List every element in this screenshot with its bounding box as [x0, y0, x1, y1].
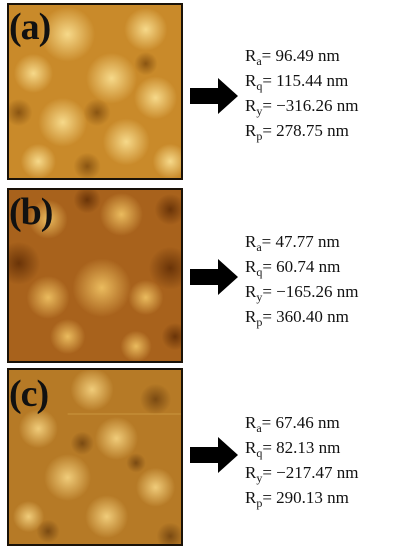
roughness-parameters: Ra= 96.49 nm Rq= 115.44 nm Ry= −316.26 n… [245, 43, 359, 143]
panel-c: (c) Ra= 67.46 nm Rq= 82.13 nm Ry= −217.4… [0, 367, 402, 550]
arrow-right-icon [190, 437, 238, 473]
param-ra: Ra= 47.77 nm [245, 232, 340, 254]
param-ry: Ry= −165.26 nm [245, 282, 359, 304]
param-ra: Ra= 96.49 nm [245, 46, 340, 68]
param-rp: Rp= 278.75 nm [245, 121, 349, 143]
param-rp: Rp= 360.40 nm [245, 307, 349, 329]
arrow-right-icon [190, 78, 238, 114]
panel-label: (a) [9, 6, 51, 48]
roughness-parameters: Ra= 47.77 nm Rq= 60.74 nm Ry= −165.26 nm… [245, 229, 359, 329]
param-rq: Rq= 115.44 nm [245, 71, 349, 93]
afm-topography-b [9, 190, 181, 361]
roughness-parameters: Ra= 67.46 nm Rq= 82.13 nm Ry= −217.47 nm… [245, 410, 359, 510]
param-ry: Ry= −316.26 nm [245, 96, 359, 118]
param-ry: Ry= −217.47 nm [245, 463, 359, 485]
afm-topography-a [9, 5, 181, 178]
afm-topography-c [9, 370, 181, 544]
param-ra: Ra= 67.46 nm [245, 413, 340, 435]
panel-label: (b) [9, 191, 53, 233]
arrow-right-icon [190, 259, 238, 295]
afm-image-a [7, 3, 183, 180]
param-rq: Rq= 82.13 nm [245, 438, 341, 460]
panel-a: (a) Ra= 96.49 nm Rq= 115.44 nm Ry= −316.… [0, 0, 402, 185]
param-rp: Rp= 290.13 nm [245, 488, 349, 510]
panel-label: (c) [9, 373, 49, 415]
panel-b: (b) Ra= 47.77 nm Rq= 60.74 nm Ry= −165.2… [0, 185, 402, 367]
afm-image-b [7, 188, 183, 363]
afm-image-c [7, 368, 183, 546]
param-rq: Rq= 60.74 nm [245, 257, 341, 279]
